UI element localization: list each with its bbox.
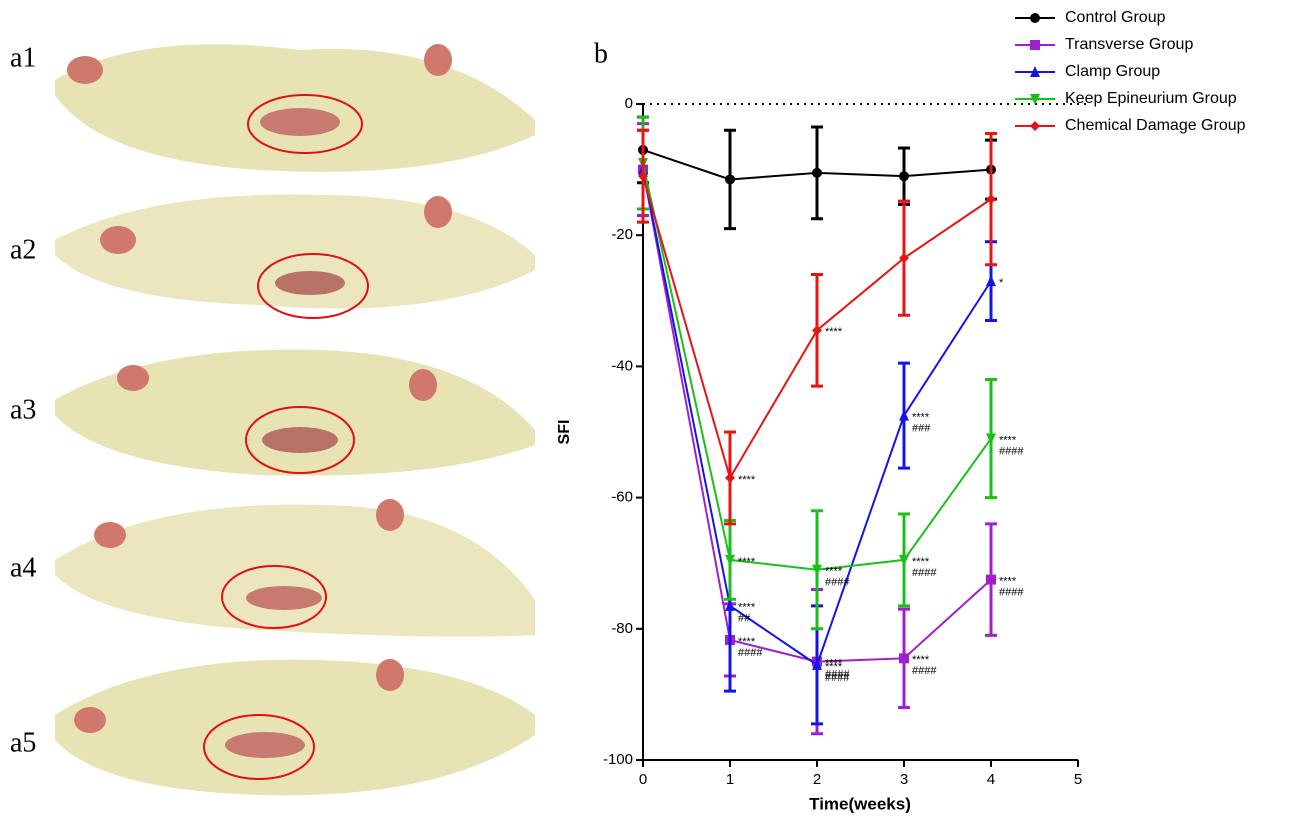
significance-label: #### [999, 587, 1024, 599]
significance-label: #### [825, 577, 850, 589]
significance-label: #### [738, 647, 763, 659]
panel-label: a3 [10, 394, 36, 425]
marker [725, 473, 735, 483]
rat-photo [55, 499, 535, 637]
marker [812, 168, 822, 178]
marker [986, 575, 996, 585]
significance-label: #### [912, 665, 937, 677]
significance-label: #### [825, 672, 850, 684]
significance-label: **** [738, 474, 756, 486]
panel-label: b [594, 38, 608, 69]
photos [45, 40, 535, 795]
y-tick-label: -60 [611, 489, 633, 506]
panel-label: a1 [10, 42, 36, 73]
marker [986, 275, 996, 286]
legend-label: Clamp Group [1065, 63, 1160, 80]
significance-label: #### [999, 445, 1024, 457]
legend-label: Control Group [1065, 9, 1166, 26]
series [637, 117, 997, 229]
significance-label: #### [912, 567, 937, 579]
rat-photo [45, 40, 535, 175]
x-axis-label: Time(weeks) [809, 794, 911, 813]
significance-label: **** [738, 556, 756, 568]
legend-label: Chemical Damage Group [1065, 117, 1246, 134]
legend-label: Keep Epineurium Group [1065, 90, 1237, 107]
x-tick-label: 4 [987, 771, 995, 788]
y-axis-label: SFI [556, 420, 573, 445]
significance-label: * [999, 277, 1004, 289]
significance-label: ### [912, 423, 931, 435]
legend-label: Transverse Group [1065, 36, 1193, 53]
marker [725, 174, 735, 184]
y-tick-label: -20 [611, 226, 633, 243]
rat-photo [55, 659, 535, 795]
y-tick-label: 0 [625, 95, 633, 112]
rat-photo [55, 195, 535, 318]
figure: a1 a2 a3 a4 a5 b Time(weeks) SFI -100 -80… [0, 0, 1290, 816]
y-tick-label: -80 [611, 620, 633, 637]
x-tick-label: 3 [900, 771, 908, 788]
panel-label: a5 [10, 727, 36, 758]
significance-label: **** [825, 326, 843, 338]
y-tick-label: -40 [611, 357, 633, 374]
panel-label: a4 [10, 552, 36, 583]
marker [899, 653, 909, 663]
panel-label: a2 [10, 234, 36, 265]
marker [1030, 40, 1040, 50]
significance-label: ## [738, 613, 751, 625]
y-tick-label: -100 [603, 751, 633, 768]
marker [1030, 121, 1040, 131]
marker [1030, 13, 1040, 23]
rat-photo [55, 350, 535, 476]
series: ********####****####****#### [637, 117, 1024, 629]
marker [899, 171, 909, 181]
x-tick-label: 2 [813, 771, 821, 788]
x-tick-label: 5 [1074, 771, 1082, 788]
x-tick-label: 1 [726, 771, 734, 788]
page: a1 a2 a3 a4 a5 b Time(weeks) SFI -100 -80… [0, 0, 1290, 821]
x-tick-label: 0 [639, 771, 647, 788]
